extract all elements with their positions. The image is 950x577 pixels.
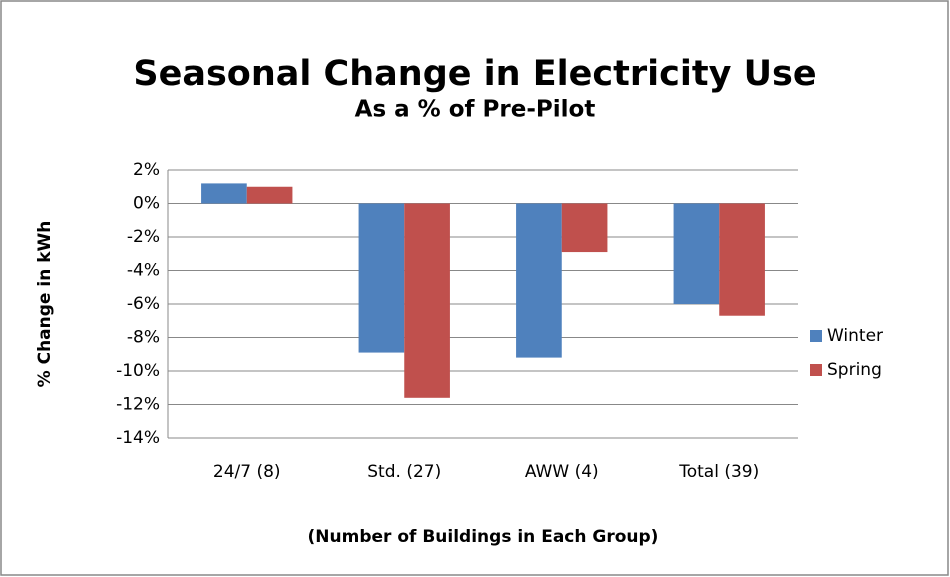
bar <box>201 183 247 204</box>
y-axis-label: % Change in kWh <box>35 221 55 388</box>
y-tick-label: -14% <box>116 428 160 448</box>
legend-label: Spring <box>827 360 882 380</box>
x-tick-label: 24/7 (8) <box>213 462 281 482</box>
bar <box>561 203 608 253</box>
y-tick-label: 2% <box>133 160 160 180</box>
bar <box>404 203 450 398</box>
bar <box>246 186 293 204</box>
x-tick-label: Std. (27) <box>367 462 441 482</box>
y-tick-label: -2% <box>127 227 160 247</box>
legend-swatch <box>810 330 822 342</box>
bar <box>719 203 765 316</box>
x-axis-label: (Number of Buildings in Each Group) <box>308 527 659 547</box>
chart-subtitle: As a % of Pre-Pilot <box>355 97 596 123</box>
y-tick-label: -8% <box>127 328 160 348</box>
chart-title: Seasonal Change in Electricity Use <box>133 54 816 94</box>
y-tick-label: -12% <box>116 395 160 415</box>
bar <box>673 203 720 304</box>
y-tick-label: 0% <box>133 194 160 214</box>
y-tick-label: -4% <box>127 261 160 281</box>
bar <box>516 203 562 358</box>
x-tick-label: Total (39) <box>678 462 759 482</box>
legend-swatch <box>810 364 822 376</box>
bar <box>358 203 405 353</box>
x-tick-label: AWW (4) <box>525 462 599 482</box>
y-tick-label: -10% <box>116 361 160 381</box>
legend-label: Winter <box>827 326 883 346</box>
y-tick-label: -6% <box>127 294 160 314</box>
